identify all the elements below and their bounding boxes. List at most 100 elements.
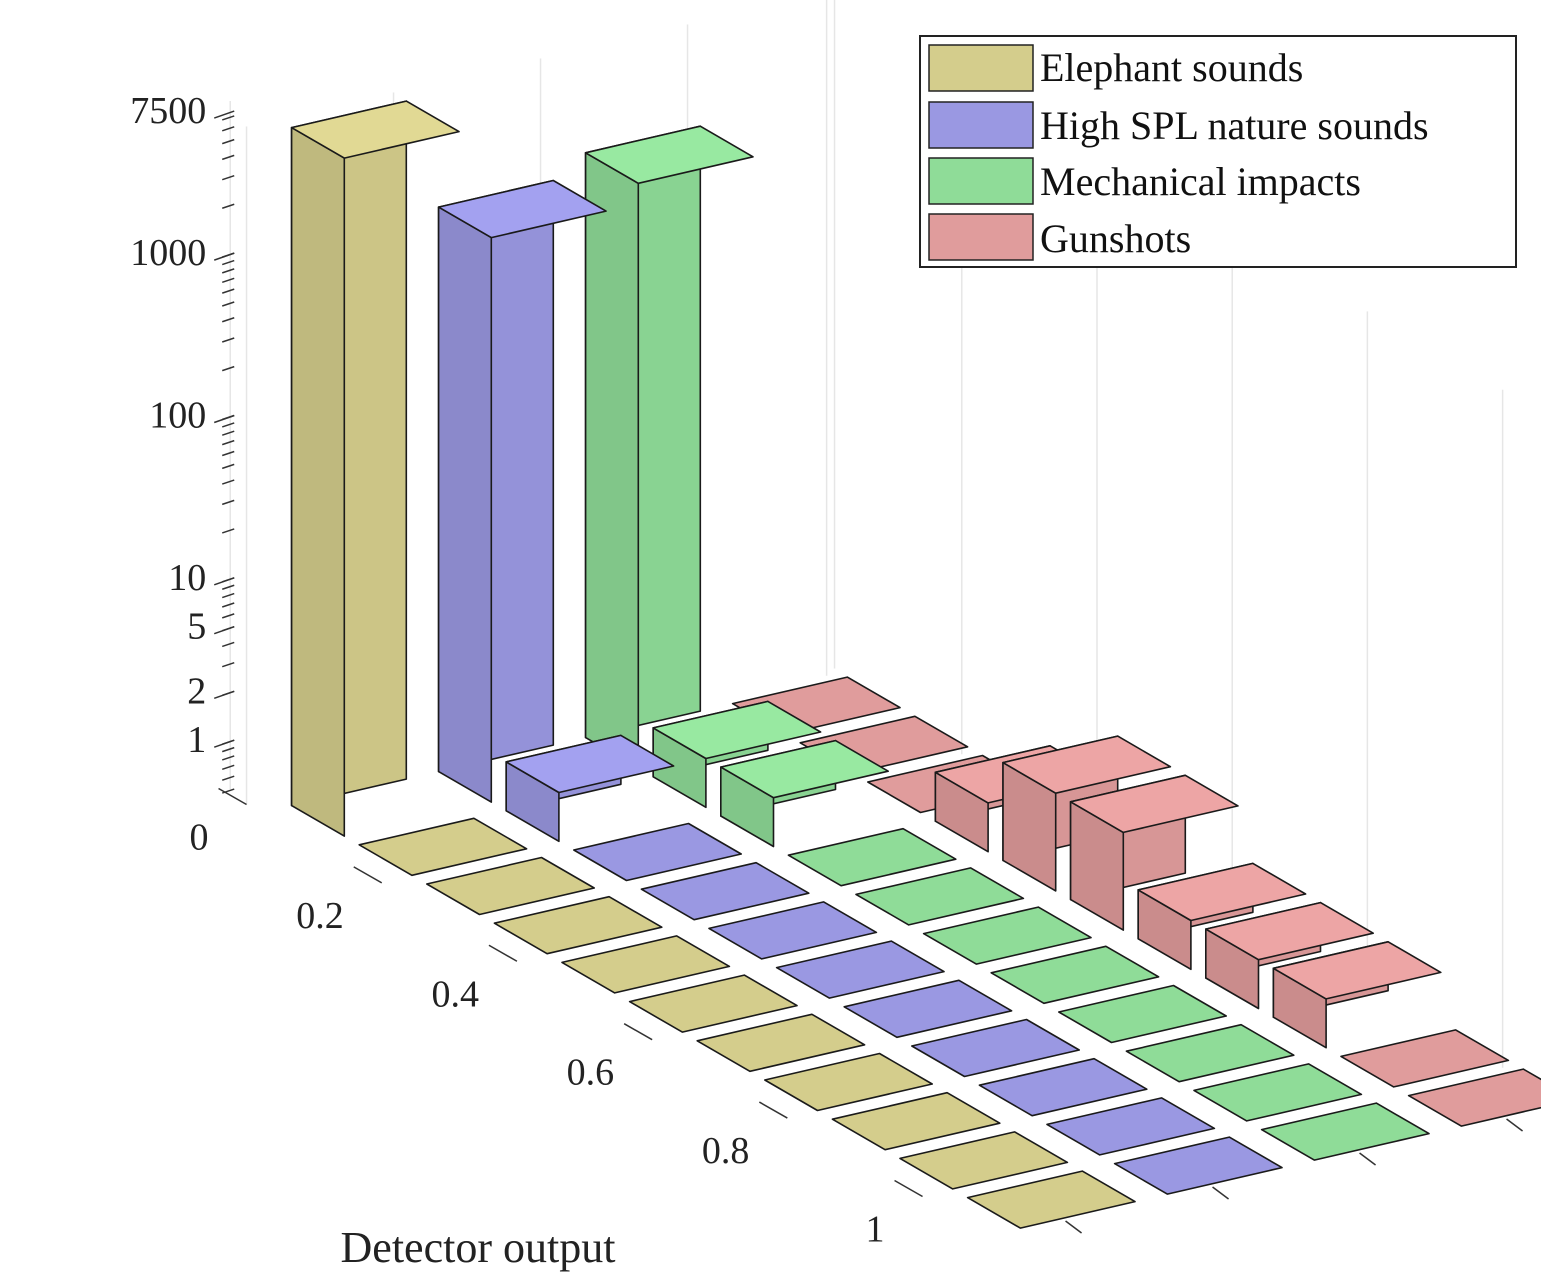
bar-floor-tile [1046, 1097, 1216, 1156]
bar-floor-tile [843, 979, 1013, 1039]
bar-3-5 [1069, 774, 1239, 931]
bar-floor-tile [910, 1018, 1080, 1078]
bar-1-5 [775, 940, 945, 999]
legend-label: Mechanical impacts [1040, 159, 1361, 204]
z-tick-label: 10 [168, 557, 206, 599]
legend: Elephant sounds High SPL nature sounds M… [919, 35, 1517, 268]
z-major-tick [213, 414, 235, 424]
z-minor-tick [221, 641, 235, 648]
x-tick-label: 1 [866, 1208, 885, 1250]
legend-entry-high-spl-nature-sounds: High SPL nature sounds [928, 101, 1429, 149]
bar-top-face [584, 125, 754, 185]
z-minor-tick [221, 288, 235, 294]
z-minor-tick [221, 479, 235, 485]
legend-swatch [928, 213, 1034, 261]
z-major-tick [213, 577, 235, 586]
bar-floor-tile [1340, 1029, 1510, 1088]
bar-floor-tile [1058, 984, 1227, 1044]
series-tick [1506, 1118, 1524, 1132]
bar-top-face [437, 179, 607, 239]
x-tick-label: 0.4 [431, 973, 479, 1015]
bar-floor-tile [831, 1091, 1001, 1151]
bar-top-face [1002, 735, 1172, 795]
z-minor-tick [221, 662, 235, 668]
z-minor-tick [221, 203, 235, 209]
bar-floor-tile [1260, 1102, 1430, 1161]
bar-front-face [290, 126, 346, 837]
z-major-tick [213, 110, 235, 119]
z-minor-tick [221, 337, 235, 343]
z-minor-tick [221, 463, 235, 470]
bar-floor-tile [628, 974, 798, 1033]
bar-floor-tile [493, 895, 663, 955]
z-minor-tick [221, 154, 235, 161]
bar-top-face [1137, 862, 1307, 922]
bar-floor-tile [1113, 1136, 1283, 1195]
bar-floor-tile [640, 861, 810, 921]
bar-front-face [437, 206, 493, 803]
bar-top-face [290, 100, 460, 159]
z-major-tick [213, 252, 235, 261]
bar-1-2 [572, 822, 743, 882]
bar-1-1 [505, 734, 675, 843]
x-tick [353, 866, 383, 884]
x-tick-label: 0.8 [702, 1130, 750, 1172]
bar-top-face [1205, 901, 1374, 961]
z-minor-tick [221, 126, 235, 132]
bar-floor-tile [696, 1013, 866, 1073]
bar-floor-tile [763, 1052, 934, 1112]
legend-entry-gunshots: Gunshots [928, 213, 1191, 261]
z-minor-tick [221, 268, 235, 274]
bar-3-10 [1407, 1068, 1541, 1127]
z-minor-tick [221, 277, 235, 283]
z-minor-tick [221, 301, 235, 307]
x-tick [758, 1101, 788, 1119]
z-minor-tick [221, 746, 235, 753]
bar-floor-tile [978, 1057, 1148, 1117]
bar-0-5 [628, 974, 798, 1033]
z-tick-label: 5 [187, 606, 206, 648]
bar-floor-tile [1407, 1068, 1541, 1127]
z-tick-label: 100 [149, 394, 206, 436]
z-minor-tick [221, 317, 235, 323]
bar-3-8 [1272, 940, 1442, 1049]
bar-0-4 [561, 935, 731, 994]
x-axis-title: Detector output [341, 1223, 616, 1272]
z-minor-tick [221, 365, 235, 372]
bar-0-10 [966, 1170, 1136, 1229]
bar-top-face [1272, 940, 1442, 1000]
bar-2-4 [855, 867, 1025, 926]
bar-floor-tile [775, 940, 945, 999]
bar-floor-tile [1193, 1063, 1363, 1122]
bar-0-3 [493, 895, 663, 955]
legend-entry-elephant-sounds: Elephant sounds [928, 44, 1303, 92]
z-major-tick [213, 625, 235, 635]
z-minor-tick [221, 259, 235, 266]
bar-floor-tile [708, 901, 878, 960]
legend-swatch [928, 157, 1034, 205]
bar-2-5 [922, 906, 1092, 965]
x-tick-label: 0 [190, 816, 209, 858]
z-minor-tick [221, 764, 235, 771]
bar-2-8 [1125, 1023, 1295, 1083]
z-tick-label: 1000 [130, 232, 206, 274]
bars [290, 100, 1541, 1229]
z-tick-label: 1 [187, 719, 206, 761]
legend-swatch [928, 101, 1034, 149]
z-minor-tick [221, 755, 235, 761]
bar-2-10 [1260, 1102, 1430, 1161]
z-minor-tick [221, 592, 235, 599]
bar-1-6 [843, 979, 1013, 1039]
bar-floor-tile [1125, 1023, 1295, 1083]
bar-2-7 [1058, 984, 1227, 1044]
legend-label: Elephant sounds [1040, 45, 1303, 90]
bar-1-4 [708, 901, 878, 960]
z-major-tick [213, 690, 235, 700]
legend-entry-mechanical-impacts: Mechanical impacts [928, 157, 1361, 205]
bar-1-10 [1113, 1136, 1283, 1195]
z-minor-tick [221, 174, 235, 181]
bar-0-8 [831, 1091, 1001, 1151]
x-tick [488, 944, 518, 962]
bar-floor-tile [561, 935, 731, 994]
bar-1-3 [640, 861, 810, 921]
